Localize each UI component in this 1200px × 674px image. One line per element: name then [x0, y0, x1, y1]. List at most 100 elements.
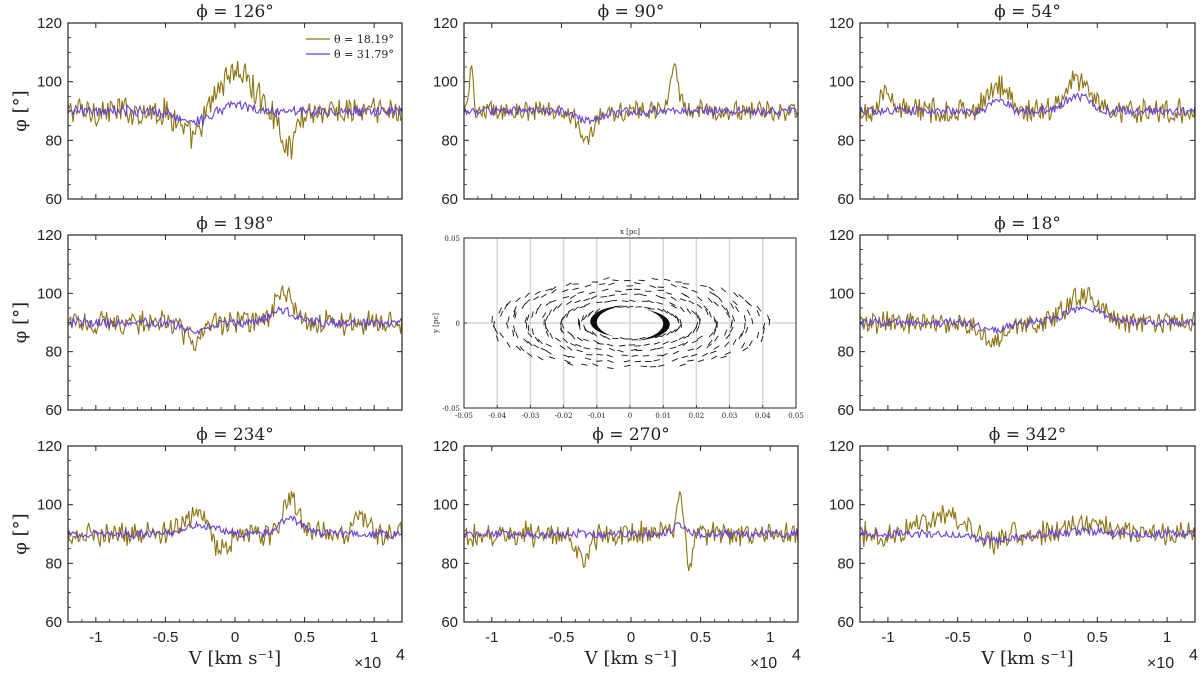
vector-dash [602, 288, 609, 292]
vector-dash [533, 296, 540, 301]
vector-dash [746, 309, 751, 316]
vector-dash [634, 360, 642, 363]
vector-dash [552, 306, 558, 312]
vector-dash [713, 345, 720, 350]
vector-dash [515, 332, 519, 339]
vector-dash [608, 347, 616, 352]
y-tick-label: 80 [441, 555, 458, 572]
vector-dash [713, 316, 716, 323]
y-tick-label: 100 [829, 285, 854, 302]
vector-dash [703, 305, 709, 311]
vector-dash [557, 303, 563, 309]
y-tick-label: 120 [829, 438, 854, 455]
vector-dash [745, 326, 749, 334]
vector-dash [713, 325, 718, 332]
vector-dash [495, 335, 499, 342]
x-tick-label: 0.5 [1087, 629, 1108, 646]
y-tick-label: 100 [433, 497, 458, 514]
vector-dash [738, 333, 743, 340]
vector-dash [513, 310, 516, 318]
series-theta-18-line [464, 62, 798, 145]
vector-dash [582, 338, 590, 342]
vector-dash [583, 327, 589, 333]
x-multiplier-exponent: 4 [1189, 647, 1198, 664]
vector-dash [595, 348, 602, 350]
vector-dash [670, 296, 677, 301]
vector-dash [671, 358, 678, 362]
vector-dash [720, 355, 727, 359]
vector-dash [634, 293, 641, 295]
center-x-tick-label: -0.01 [588, 412, 606, 420]
vector-dash [708, 311, 712, 318]
vector-dash [741, 342, 746, 349]
y-tick-label: 120 [37, 227, 62, 244]
vector-dash [584, 302, 591, 307]
vector-dash [696, 335, 703, 340]
vector-dash [661, 352, 668, 357]
vector-dash [698, 318, 701, 325]
vector-dash [676, 324, 682, 331]
vector-dash [658, 364, 665, 367]
legend-entry: θ = 18.19° [334, 33, 394, 46]
vector-dash [653, 359, 660, 362]
center-x-tick-label: 0.03 [722, 412, 738, 420]
y-tick-label: 100 [433, 74, 458, 91]
x-axis-label: V [km s⁻¹] [980, 648, 1073, 669]
vector-dash [559, 345, 566, 350]
vector-dash [526, 314, 530, 321]
vector-dash [514, 312, 517, 319]
x-tick-label: -1 [485, 629, 498, 646]
vector-dash [506, 300, 511, 307]
series-theta-31-line [860, 525, 1195, 546]
series-theta-18-line [860, 287, 1195, 348]
vector-dash [630, 348, 638, 351]
y-tick-label: 60 [45, 614, 62, 631]
vector-dash [551, 288, 557, 294]
vector-dash [524, 292, 530, 298]
vector-dash [587, 330, 594, 335]
y-tick-label: 80 [837, 344, 854, 361]
vector-dash [767, 314, 770, 321]
vector-dash [583, 298, 590, 302]
x-tick-label: 0 [627, 629, 635, 646]
vector-dash [696, 303, 703, 309]
vector-dash [697, 359, 705, 363]
vector-dash [653, 341, 661, 345]
vector-dash [639, 336, 646, 340]
vector-dash [524, 299, 531, 305]
vector-dash [657, 308, 664, 312]
panel-5: ϕ = 18° 60 80 100 120 [829, 214, 1196, 419]
vector-dash [730, 321, 733, 328]
vector-dash [566, 346, 573, 351]
vector-dash [731, 315, 736, 322]
vector-dash [682, 341, 689, 347]
vector-dash [669, 302, 676, 306]
legend-entry: θ = 31.79° [334, 48, 394, 61]
vector-dash [707, 339, 713, 346]
vector-dash [656, 347, 664, 350]
vector-dash [768, 318, 771, 326]
x-multiplier: ×10 [750, 655, 777, 672]
panel-title: ϕ = 342° [989, 425, 1067, 445]
vector-dash [687, 348, 695, 352]
vector-dash [515, 297, 521, 303]
vector-dash [762, 322, 766, 329]
y-tick-label: 100 [829, 74, 854, 91]
vector-dash [607, 359, 614, 363]
vector-dash [756, 332, 760, 339]
vector-dash [569, 294, 576, 299]
vector-dash [622, 300, 629, 303]
vector-dash [696, 345, 703, 350]
vector-dash [615, 290, 622, 292]
vector-dash [681, 355, 688, 359]
vector-dash [738, 294, 744, 299]
vector-dash [751, 317, 754, 325]
center-x-tick-label: 0.05 [788, 412, 804, 420]
panel-title: ϕ = 198° [196, 214, 274, 234]
panel-2: ϕ = 90° 60 80 100 120 [433, 2, 799, 208]
x-multiplier: ×10 [354, 655, 381, 672]
y-axis-label: φ [°] [10, 90, 31, 131]
vector-dash [545, 301, 552, 306]
y-tick-label: 100 [37, 74, 62, 91]
